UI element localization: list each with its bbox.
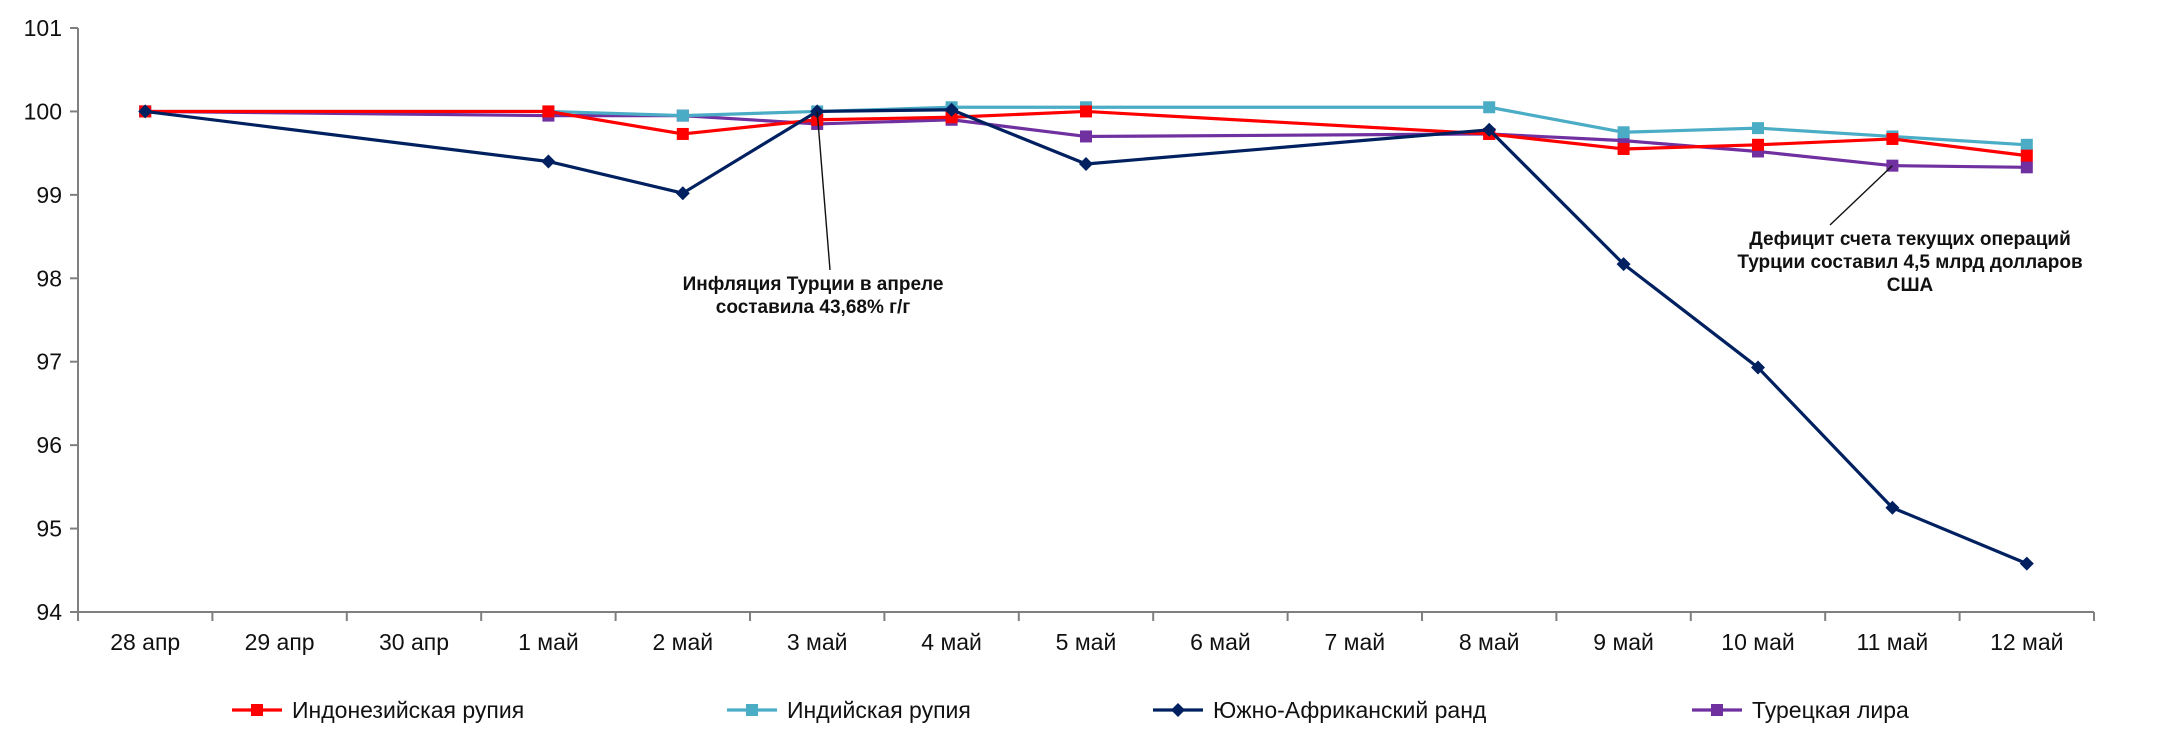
series-2-point — [1616, 257, 1631, 272]
series-3-point — [2020, 161, 2033, 174]
legend-item: Турецкая лира — [1692, 697, 1909, 723]
x-tick-label: 8 май — [1459, 629, 1520, 655]
annotation-text: Дефицит счета текущих операций Турции сос… — [1737, 229, 2082, 296]
series-2-point — [1079, 156, 1093, 171]
x-tick-label: 12 май — [1990, 629, 2063, 655]
series-1-point — [1752, 122, 1764, 135]
x-tick-label: 28 апр — [110, 629, 180, 655]
series-0-point — [1080, 105, 1092, 118]
y-tick-label: 98 — [36, 265, 62, 291]
annotation-line: Инфляция Турции в апреле — [683, 274, 944, 295]
series-3-point — [1080, 130, 1092, 143]
y-tick-label: 101 — [24, 15, 62, 41]
x-tick-label: 29 апр — [245, 629, 315, 655]
legend-swatch-marker — [1711, 704, 1723, 716]
legend-swatch-marker — [1171, 703, 1185, 717]
series-0-point — [1617, 142, 1630, 155]
series-0-point — [676, 127, 689, 140]
y-axis-ticks: 94 95 96 97 98 99 100 101 — [24, 15, 78, 625]
annotation-line: США — [1887, 275, 1934, 296]
series-2-point — [675, 186, 690, 201]
x-tick-label: 3 май — [787, 629, 848, 655]
annotation-leader — [816, 111, 831, 271]
x-tick-label: 30 апр — [379, 629, 449, 655]
series-0-point — [542, 105, 555, 118]
x-tick-label: 11 май — [1857, 629, 1929, 655]
x-tick-label: 5 май — [1056, 629, 1117, 655]
annotation-line: Турции составил 4,5 млрд долларов — [1737, 252, 2082, 273]
legend-swatch-marker — [251, 704, 263, 716]
series-1-point — [1483, 101, 1496, 114]
legend-swatch-marker — [746, 704, 758, 716]
series-0-point — [1752, 138, 1764, 151]
x-axis-ticks: 28 апр 29 апр 30 апр 1 май 2 май 3 май 4 май 5 … — [77, 612, 2095, 655]
legend-label: Индийская рупия — [787, 697, 971, 723]
annotations: Инфляция Турции в апреле составила 43,68%… — [683, 111, 2083, 318]
y-tick-label: 100 — [24, 98, 62, 124]
series-2-line — [145, 108, 2028, 566]
series-2-point — [1482, 122, 1497, 137]
legend-label: Индонезийская рупия — [292, 697, 524, 723]
y-tick-label: 99 — [36, 182, 62, 208]
y-tick-label: 95 — [36, 516, 62, 542]
series-group — [138, 101, 2034, 571]
y-tick-label: 96 — [36, 432, 62, 458]
x-tick-label: 10 май — [1721, 629, 1794, 655]
x-tick-label: 7 май — [1324, 629, 1385, 655]
x-tick-label: 6 май — [1190, 629, 1251, 655]
series-2-point — [1751, 360, 1765, 375]
y-tick-label: 94 — [36, 599, 62, 625]
legend-label: Турецкая лира — [1752, 697, 1909, 723]
series-1-point — [2020, 138, 2033, 151]
series-1-point — [1617, 126, 1630, 139]
annotation-leader — [1829, 165, 1893, 226]
series-2-point — [138, 104, 153, 119]
legend-item: Южно-Африканский ранд — [1153, 697, 1487, 723]
annotation-line: Дефицит счета текущих операций — [1749, 229, 2071, 250]
legend-item: Индонезийская рупия — [232, 697, 524, 723]
series-2-point — [1885, 500, 1900, 515]
series-2-point — [541, 154, 556, 169]
x-tick-label: 9 май — [1593, 629, 1654, 655]
annotation-text: Инфляция Турции в апреле составила 43,68%… — [683, 274, 944, 318]
legend-label: Южно-Африканский ранд — [1213, 697, 1487, 723]
y-tick-label: 97 — [36, 349, 62, 375]
x-tick-label: 4 май — [921, 629, 982, 655]
legend: Индонезийская рупия Индийская рупия Южно-А… — [232, 697, 1909, 723]
x-tick-label: 1 май — [518, 629, 579, 655]
annotation-line: составила 43,68% г/г — [716, 297, 911, 318]
series-2-point — [2019, 556, 2034, 571]
x-tick-label: 2 май — [652, 629, 713, 655]
axes — [77, 28, 2094, 613]
legend-item: Индийская рупия — [727, 697, 971, 723]
series-1-point — [676, 109, 689, 122]
series-0-point — [1886, 132, 1899, 145]
series-2 — [138, 102, 2034, 571]
series-0-point — [2020, 149, 2033, 162]
series-2-point — [944, 102, 959, 117]
series-0-point — [945, 111, 958, 124]
